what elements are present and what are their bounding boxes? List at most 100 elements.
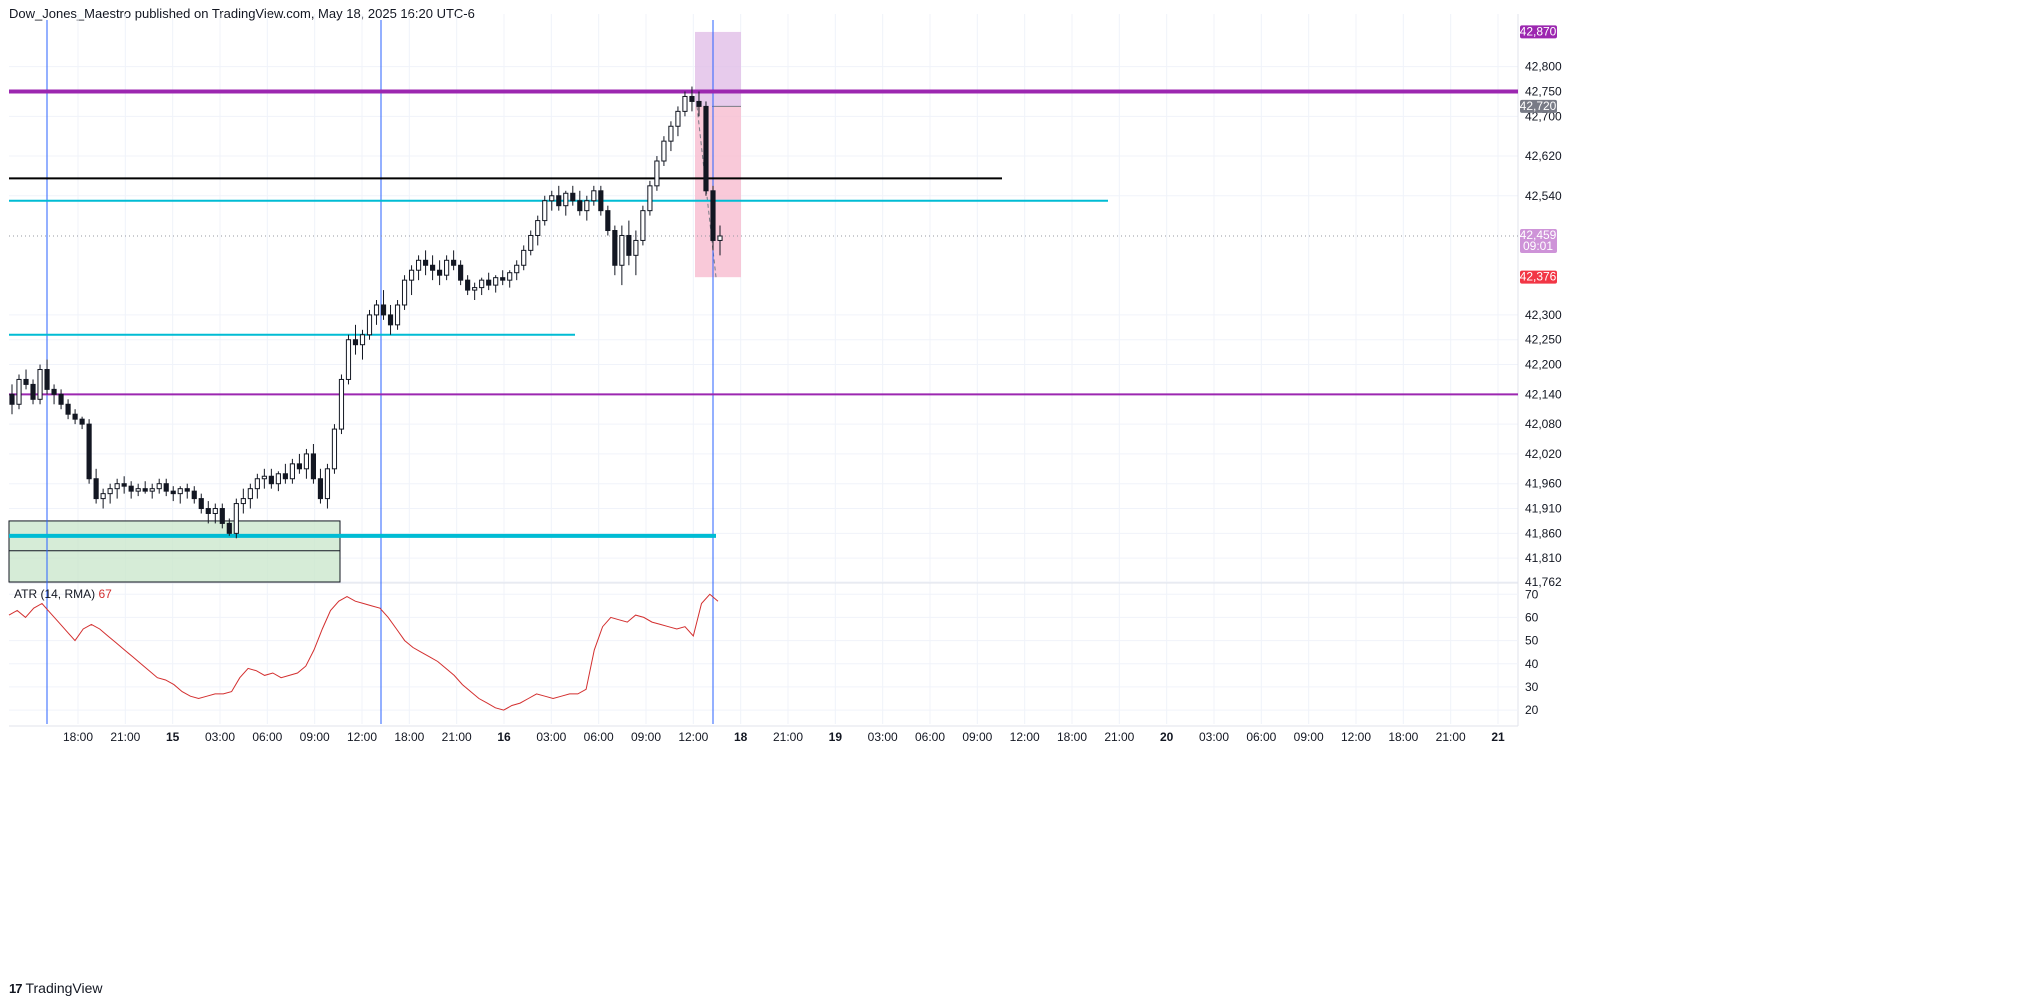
candle-body: [359, 334, 366, 346]
candle-body: [647, 185, 653, 212]
candle: [268, 468, 274, 489]
candle-body: [100, 493, 106, 500]
candle: [465, 275, 471, 296]
candle-body: [58, 393, 64, 405]
price-tag-label: 42,459: [1520, 228, 1557, 242]
candle-body: [331, 428, 338, 470]
candle: [619, 225, 625, 286]
price-tag-bg: [1520, 25, 1557, 39]
candle-body: [479, 279, 485, 289]
candle: [444, 255, 450, 281]
candle-body: [437, 269, 443, 276]
candle: [44, 359, 50, 395]
price-tick-label: 42,200: [1525, 358, 1562, 372]
time-tick-label: 16: [497, 730, 511, 744]
candle-body: [394, 304, 401, 326]
zones: [8, 31, 741, 583]
time-tick-label: 12:00: [678, 730, 708, 744]
candle-body: [128, 485, 134, 492]
candle: [570, 185, 576, 206]
candle: [633, 230, 639, 276]
price-tag-label: 42,870: [1520, 24, 1557, 38]
candles: [9, 86, 723, 539]
candle: [359, 329, 366, 360]
candle-body: [65, 403, 71, 415]
time-tick-label: 09:00: [631, 730, 661, 744]
time-tick-label: 12:00: [1010, 730, 1040, 744]
candle: [612, 225, 618, 276]
candle-body: [514, 264, 520, 274]
time-tick-label: 09:00: [300, 730, 330, 744]
candle-body: [72, 413, 78, 420]
candle: [528, 230, 534, 256]
candle-body: [612, 230, 618, 266]
candle-body: [423, 259, 429, 266]
tradingview-logo[interactable]: 17 TradingView: [9, 980, 103, 996]
candle-body: [387, 314, 394, 326]
candle-body: [668, 125, 674, 142]
candle: [30, 379, 36, 405]
candle-body: [366, 314, 373, 336]
candle-body: [352, 339, 359, 346]
candle: [605, 205, 611, 236]
candle-body: [23, 378, 29, 385]
candle-body: [79, 418, 85, 425]
candle: [37, 364, 43, 405]
atr-tick-label: 20: [1525, 703, 1539, 717]
candle: [212, 503, 218, 524]
candle: [93, 468, 99, 504]
candle-body: [465, 279, 471, 291]
candle: [338, 374, 345, 435]
candle: [51, 384, 57, 405]
time-tick-label: 12:00: [347, 730, 377, 744]
candle-body: [289, 463, 295, 480]
candle: [675, 106, 681, 137]
grid: [9, 14, 1519, 727]
candle-body: [44, 369, 50, 390]
candle-body: [605, 210, 611, 232]
candle: [556, 185, 562, 211]
candle-body: [303, 453, 309, 470]
candle: [114, 478, 120, 499]
logo-text: TradingView: [25, 980, 103, 996]
candle-body: [310, 453, 317, 480]
candle: [507, 270, 513, 288]
candle-body: [135, 488, 141, 492]
levels: [9, 20, 1518, 724]
demand-zone: [8, 520, 341, 583]
candle: [303, 448, 309, 479]
candle: [373, 300, 380, 325]
candle-body: [500, 277, 506, 281]
time-tick-label: 06:00: [252, 730, 282, 744]
candle-body: [493, 277, 499, 286]
candle: [149, 483, 155, 499]
candle: [261, 468, 267, 489]
price-tick-label: 42,250: [1525, 333, 1562, 347]
candle: [205, 501, 211, 524]
candle: [135, 483, 141, 497]
candle-body: [219, 508, 225, 524]
candle: [107, 483, 113, 504]
candle-body: [16, 378, 22, 405]
candle-body: [633, 239, 639, 256]
candle-body: [170, 490, 176, 495]
candle: [233, 498, 239, 539]
atr-tick-label: 60: [1525, 610, 1539, 624]
time-tick-label: 18:00: [394, 730, 424, 744]
atr-tick-label: 70: [1525, 587, 1539, 601]
candle-body: [51, 388, 57, 395]
atr-tick-label: 30: [1525, 680, 1539, 694]
candle-body: [535, 220, 541, 236]
candle: [710, 185, 716, 251]
time-tick-label: 18: [734, 730, 748, 744]
candle-body: [373, 304, 380, 316]
time-tick-label: 06:00: [1246, 730, 1276, 744]
candle: [121, 476, 127, 494]
candle: [598, 185, 604, 216]
candle-body: [654, 160, 660, 187]
candle: [275, 471, 281, 492]
time-tick-label: 21: [1491, 730, 1505, 744]
time-tick-label: 15: [166, 730, 180, 744]
